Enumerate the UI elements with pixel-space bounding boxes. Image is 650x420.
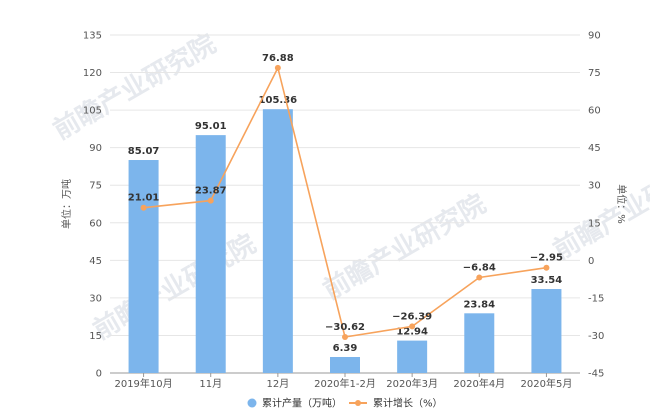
line-point[interactable] <box>274 64 281 71</box>
left-tick-label: 90 <box>89 143 102 154</box>
line-point[interactable] <box>409 323 416 330</box>
line-value-label: 76.88 <box>262 53 294 64</box>
bar[interactable] <box>262 109 293 373</box>
x-tick-label: 12月 <box>266 378 289 390</box>
right-tick-label: 75 <box>588 68 601 79</box>
bar-value-label: 12.94 <box>396 327 428 338</box>
x-tick-label: 2019年10月 <box>114 377 172 390</box>
legend[interactable]: 累计产量（万吨） 累计增长（%） <box>247 397 443 410</box>
line-value-label: 21.01 <box>128 193 160 204</box>
left-tick-label: 0 <box>96 369 102 380</box>
legend-bar-label[interactable]: 累计产量（万吨） <box>262 397 342 410</box>
right-axis-title: 单位：% <box>615 184 628 224</box>
bar-value-label: 6.39 <box>333 343 358 354</box>
line-series: 21.01 23.87 76.88 −30.62 −26.39 −6.84 −2.95 <box>128 53 563 340</box>
right-tick-label: -15 <box>588 293 604 304</box>
x-tick-label: 2020年4月 <box>453 377 505 390</box>
right-tick-label: 90 <box>588 31 601 42</box>
left-tick-label: 30 <box>89 293 102 304</box>
bar[interactable] <box>128 160 159 373</box>
right-tick-label: 45 <box>588 143 601 154</box>
bar-value-label: 85.07 <box>128 146 160 157</box>
watermark-text: 前瞻产业研究院 <box>88 228 261 346</box>
left-tick-label: 135 <box>83 31 102 42</box>
right-tick-label: -30 <box>588 331 604 342</box>
bar-series: 85.07 95.01 105.36 6.39 12.94 23.84 33.54 <box>128 95 563 373</box>
left-tick-label: 75 <box>89 181 102 192</box>
legend-line-label[interactable]: 累计增长（%） <box>373 397 443 410</box>
bar[interactable] <box>330 357 360 373</box>
right-axis-ticks: -45 -30 -15 0 15 30 45 60 75 90 <box>588 31 604 380</box>
x-tick-label: 2020年3月 <box>386 377 438 390</box>
left-tick-label: 105 <box>83 106 102 117</box>
x-tick-label: 2020年1-2月 <box>314 377 376 390</box>
bar[interactable] <box>397 340 428 373</box>
right-tick-label: -45 <box>588 369 604 380</box>
bar-value-label: 95.01 <box>195 121 227 132</box>
x-axis-labels: 2019年10月 11月 12月 2020年1-2月 2020年3月 2020年4月 202… <box>114 373 572 390</box>
line-point[interactable] <box>207 197 214 204</box>
line-point[interactable] <box>140 204 147 211</box>
line-value-label: 23.87 <box>195 186 227 197</box>
line-point[interactable] <box>342 333 348 340</box>
right-tick-label: 30 <box>588 181 601 192</box>
left-tick-label: 60 <box>89 218 102 229</box>
watermark-text: 前瞻产业研究院 <box>548 148 650 266</box>
line-value-label: −6.84 <box>463 262 496 273</box>
left-axis-title: 单位：万吨 <box>60 179 73 229</box>
right-tick-label: 0 <box>588 256 594 267</box>
left-tick-label: 15 <box>89 331 102 342</box>
right-tick-label: 15 <box>588 218 601 229</box>
legend-bar-marker <box>247 398 257 408</box>
right-tick-label: 60 <box>588 106 601 117</box>
line-value-label: −30.62 <box>325 322 365 333</box>
line-point[interactable] <box>476 274 483 281</box>
line-value-label: −2.95 <box>530 253 563 264</box>
bar-value-label: 23.84 <box>463 299 495 310</box>
legend-line-dot <box>355 400 361 406</box>
left-tick-label: 45 <box>89 256 102 267</box>
bar-value-label: 105.36 <box>259 95 298 106</box>
x-tick-label: 2020年5月 <box>521 377 573 390</box>
bar[interactable] <box>531 289 562 373</box>
bar[interactable] <box>195 135 226 373</box>
left-axis-ticks: 0 15 30 45 60 75 90 105 120 135 <box>83 31 102 380</box>
line-point[interactable] <box>543 264 550 271</box>
left-tick-label: 120 <box>83 68 102 79</box>
bar-value-label: 33.54 <box>531 275 563 286</box>
bar[interactable] <box>464 313 495 373</box>
x-tick-label: 11月 <box>199 378 222 390</box>
line-value-label: −26.39 <box>392 311 432 322</box>
